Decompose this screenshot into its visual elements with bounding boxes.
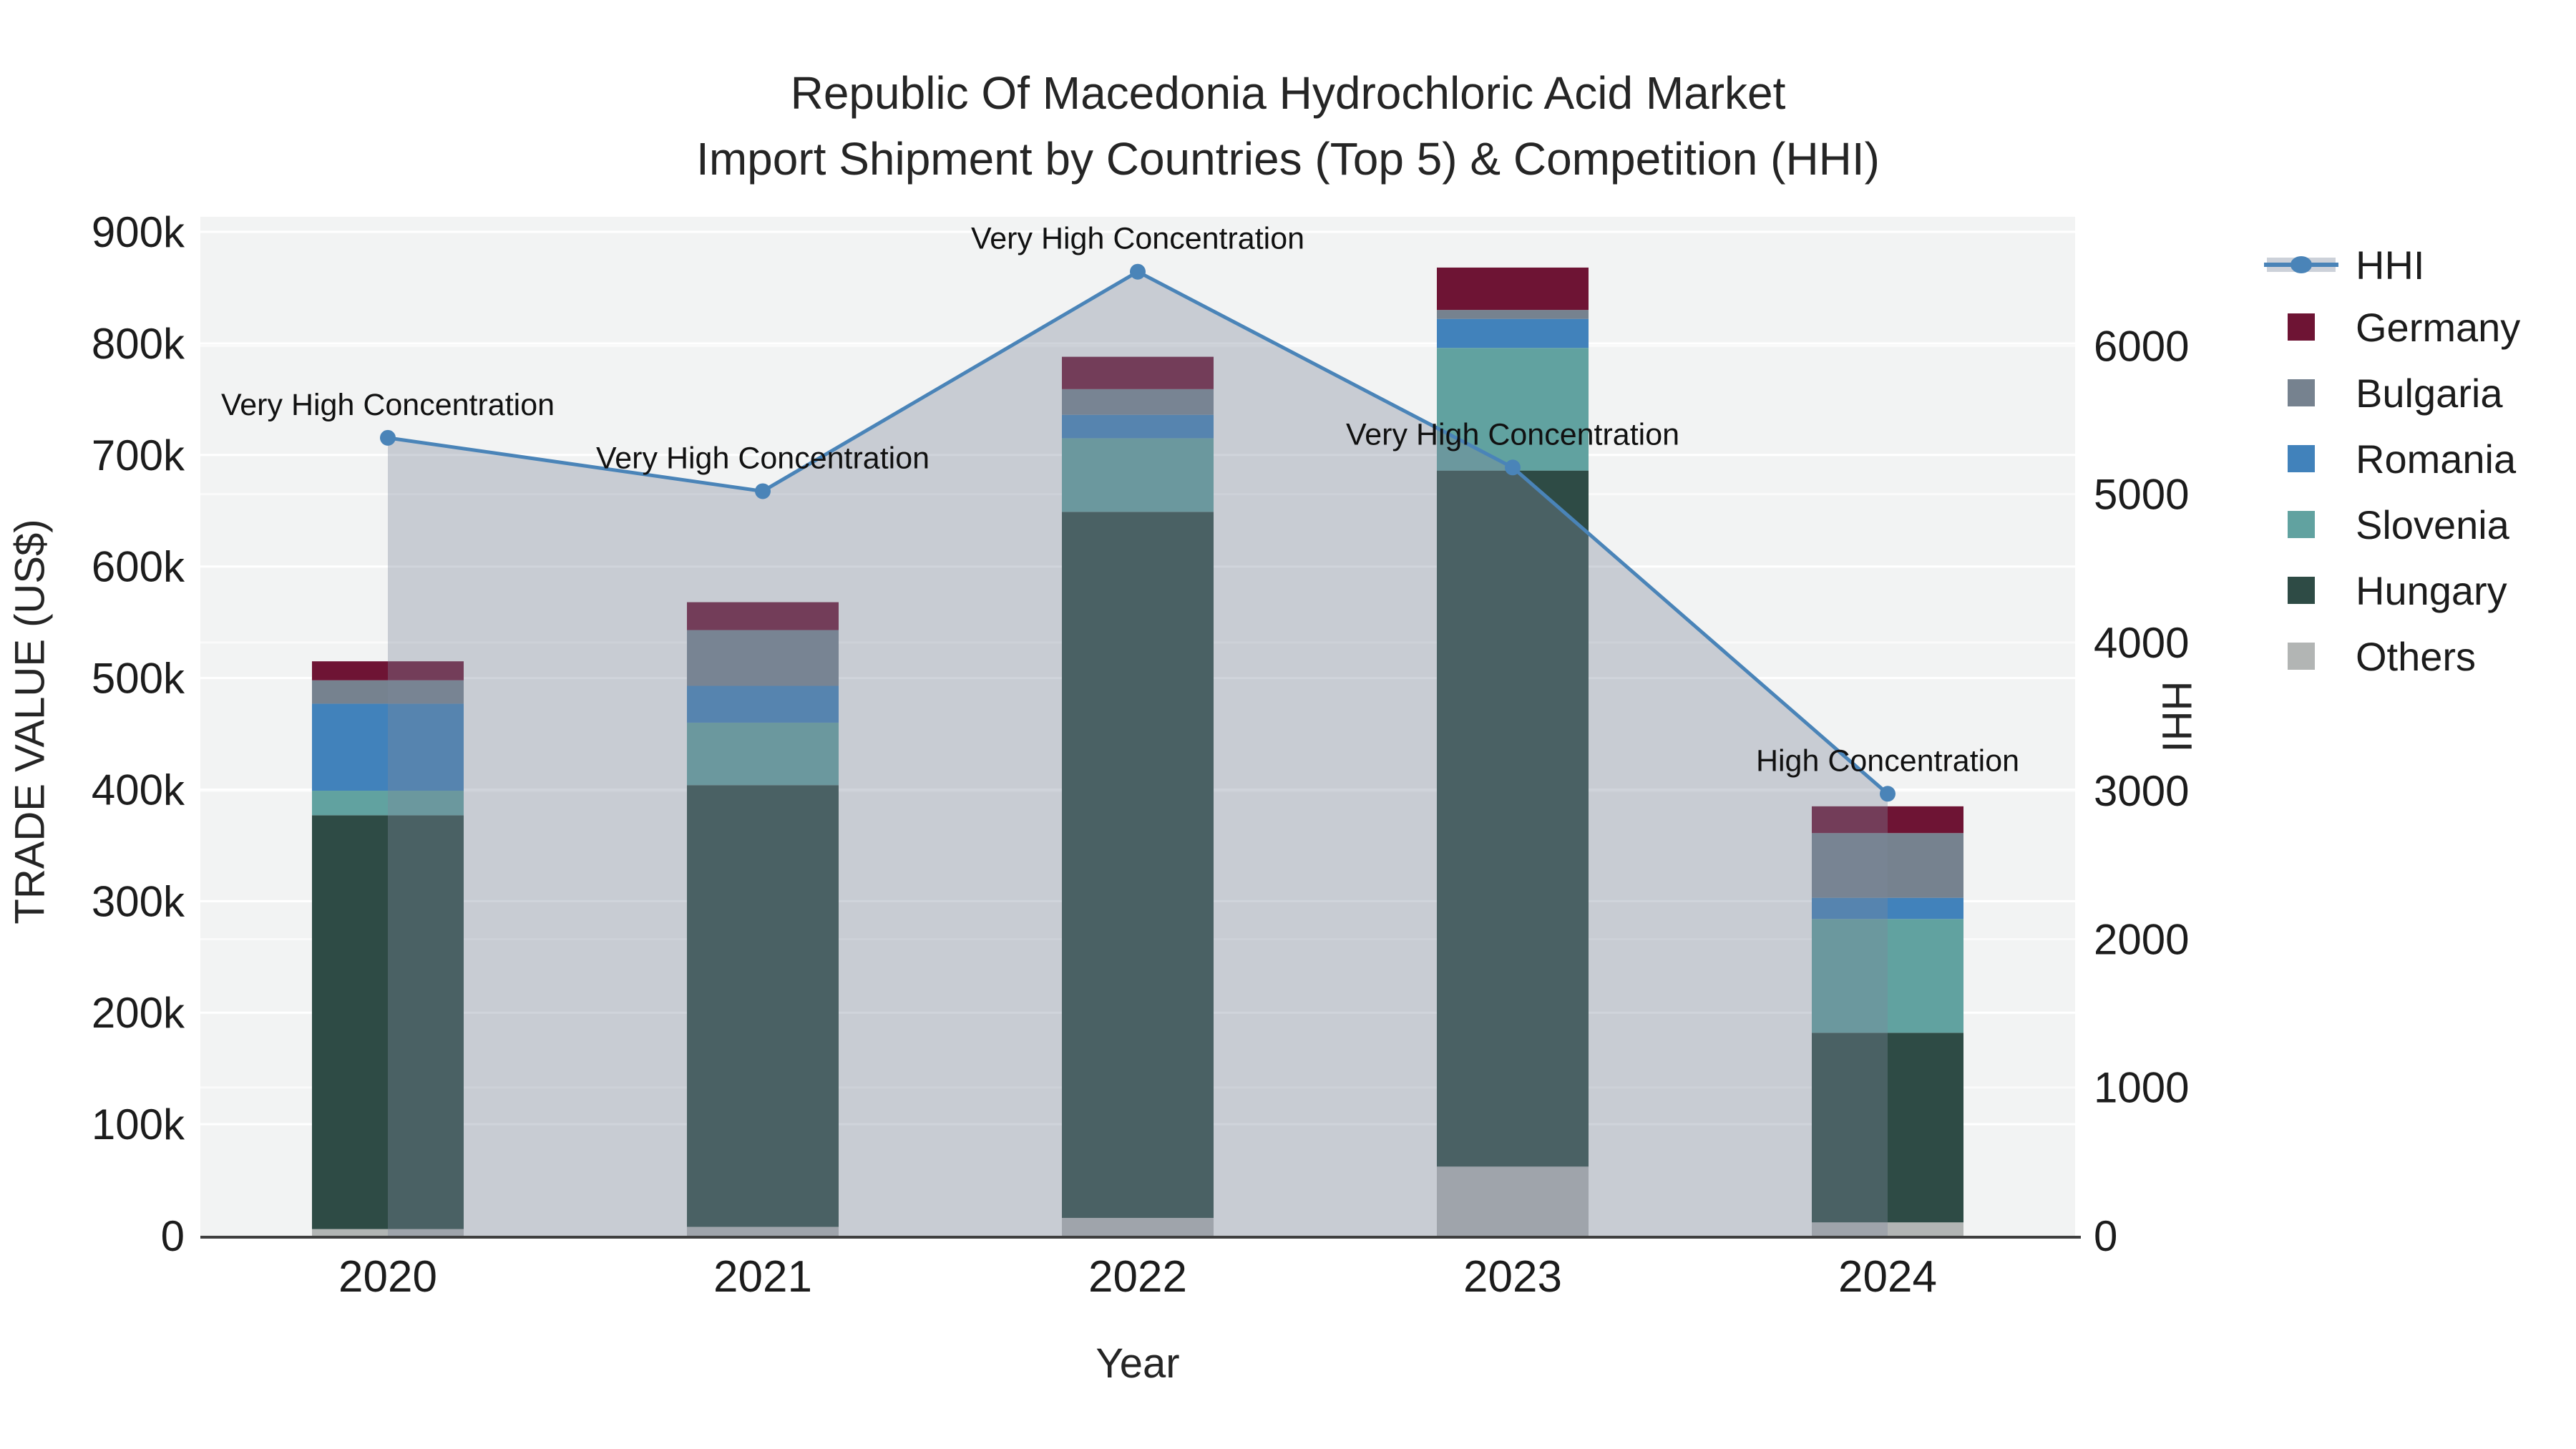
annotation-2024: High Concentration [1756, 743, 2019, 778]
legend-label-hungary: Hungary [2356, 568, 2507, 613]
x-tick-2021: 2021 [713, 1252, 812, 1302]
y-left-tick-800k: 800k [92, 320, 185, 368]
x-tick-2023: 2023 [1463, 1252, 1562, 1302]
legend-label-bulgaria: Bulgaria [2356, 371, 2503, 416]
legend-label-germany: Germany [2356, 305, 2520, 350]
bar-segment-2022-hungary[interactable] [1062, 512, 1214, 1219]
annotation-2022: Very High Concentration [971, 222, 1304, 256]
y-right-tick-1000: 1000 [2094, 1064, 2189, 1112]
bar-segment-2024-romania[interactable] [1812, 897, 1963, 919]
bar-segment-2023-romania[interactable] [1437, 318, 1589, 348]
y-left-tick-400k: 400k [92, 766, 185, 814]
bar-segment-2021-slovenia[interactable] [687, 722, 839, 786]
legend-swatch-others-icon [2288, 643, 2315, 670]
legend-swatch-hungary-icon [2288, 577, 2315, 604]
y-left-tick-900k: 900k [92, 208, 185, 256]
y-axis-title-left: TRADE VALUE (US$) [6, 519, 54, 924]
y-left-tick-100k: 100k [92, 1101, 185, 1148]
x-axis-title: Year [1096, 1340, 1180, 1387]
bar-segment-2022-slovenia[interactable] [1062, 438, 1214, 512]
bar-segment-2021-hungary[interactable] [687, 785, 839, 1227]
legend-item-germany[interactable]: Germany [2288, 305, 2520, 350]
hhi-point-2022[interactable] [1130, 263, 1146, 280]
bar-segment-2020-bulgaria[interactable] [312, 680, 464, 704]
hhi-point-2021[interactable] [755, 483, 771, 499]
legend-swatch-bulgaria-icon [2288, 379, 2315, 406]
hhi-point-2024[interactable] [1880, 786, 1896, 802]
bar-segment-2022-bulgaria[interactable] [1062, 389, 1214, 415]
y-left-tick-700k: 700k [92, 431, 185, 479]
bar-segment-2024-slovenia[interactable] [1812, 919, 1963, 1033]
y-left-tick-200k: 200k [92, 989, 185, 1037]
bar-segment-2023-slovenia[interactable] [1437, 348, 1589, 471]
hhi-point-2023[interactable] [1505, 459, 1521, 476]
chart-title-line2: Import Shipment by Countries (Top 5) & C… [696, 133, 1880, 185]
y-axis-title-right: HHI [2153, 680, 2200, 753]
x-tick-2022: 2022 [1088, 1252, 1187, 1302]
legend-label-romania: Romania [2356, 436, 2517, 482]
legend-swatch-romania-icon [2288, 445, 2315, 472]
x-tick-2024: 2024 [1838, 1252, 1937, 1302]
bar-segment-2023-germany[interactable] [1437, 267, 1589, 311]
y-right-tick-3000: 3000 [2094, 767, 2189, 815]
bar-segment-2022-germany[interactable] [1062, 356, 1214, 389]
bar-segment-2024-germany[interactable] [1812, 806, 1963, 834]
bar-segment-2021-bulgaria[interactable] [687, 630, 839, 686]
legend-hhi-marker-icon [2290, 256, 2312, 273]
legend-item-romania[interactable]: Romania [2288, 436, 2517, 482]
legend-swatch-slovenia-icon [2288, 511, 2315, 538]
y-left-tick-500k: 500k [92, 655, 185, 703]
x-tick-2020: 2020 [338, 1252, 437, 1302]
bar-segment-2023-hungary[interactable] [1437, 470, 1589, 1167]
bar-segment-2024-hungary[interactable] [1812, 1033, 1963, 1223]
legend-label-hhi: HHI [2356, 243, 2424, 288]
y-right-tick-6000: 6000 [2094, 322, 2189, 370]
bar-segment-2021-others[interactable] [687, 1226, 839, 1236]
annotation-2020: Very High Concentration [221, 388, 555, 422]
y-right-tick-0: 0 [2094, 1212, 2117, 1260]
y-left-tick-600k: 600k [92, 543, 185, 591]
legend-item-hungary[interactable]: Hungary [2288, 568, 2507, 613]
legend-label-others: Others [2356, 634, 2476, 679]
bar-segment-2020-hungary[interactable] [312, 815, 464, 1229]
y-right-tick-2000: 2000 [2094, 915, 2189, 963]
bar-segment-2020-germany[interactable] [312, 661, 464, 680]
bar-segment-2023-bulgaria[interactable] [1437, 310, 1589, 319]
legend-item-bulgaria[interactable]: Bulgaria [2288, 371, 2503, 416]
bar-segment-2020-slovenia[interactable] [312, 791, 464, 816]
legend-item-hhi[interactable]: HHI [2264, 243, 2424, 288]
legend-item-slovenia[interactable]: Slovenia [2288, 502, 2510, 547]
y-right-tick-5000: 5000 [2094, 471, 2189, 519]
bar-segment-2022-others[interactable] [1062, 1218, 1214, 1236]
y-left-tick-0: 0 [161, 1212, 185, 1260]
hhi-point-2020[interactable] [380, 429, 396, 446]
hhi-area [388, 271, 1888, 1236]
chart-title: Republic Of Macedonia Hydrochloric Acid … [0, 60, 2576, 192]
chart-title-line1: Republic Of Macedonia Hydrochloric Acid … [790, 67, 1786, 119]
legend-swatch-germany-icon [2288, 313, 2315, 341]
y-right-tick-4000: 4000 [2094, 619, 2189, 667]
annotation-2021: Very High Concentration [596, 441, 930, 475]
x-axis-line [200, 1236, 2081, 1239]
bar-segment-2024-others[interactable] [1812, 1222, 1963, 1236]
bar-segment-2020-others[interactable] [312, 1229, 464, 1236]
legend-label-slovenia: Slovenia [2356, 502, 2510, 547]
bar-segment-2021-germany[interactable] [687, 602, 839, 630]
bar-segment-2021-romania[interactable] [687, 686, 839, 723]
bar-segment-2022-romania[interactable] [1062, 414, 1214, 439]
bar-segment-2023-others[interactable] [1437, 1166, 1589, 1236]
y-left-tick-300k: 300k [92, 877, 185, 925]
annotation-2023: Very High Concentration [1346, 417, 1679, 452]
bar-segment-2020-romania[interactable] [312, 703, 464, 791]
legend-item-others[interactable]: Others [2288, 634, 2476, 679]
bar-segment-2024-bulgaria[interactable] [1812, 833, 1963, 898]
